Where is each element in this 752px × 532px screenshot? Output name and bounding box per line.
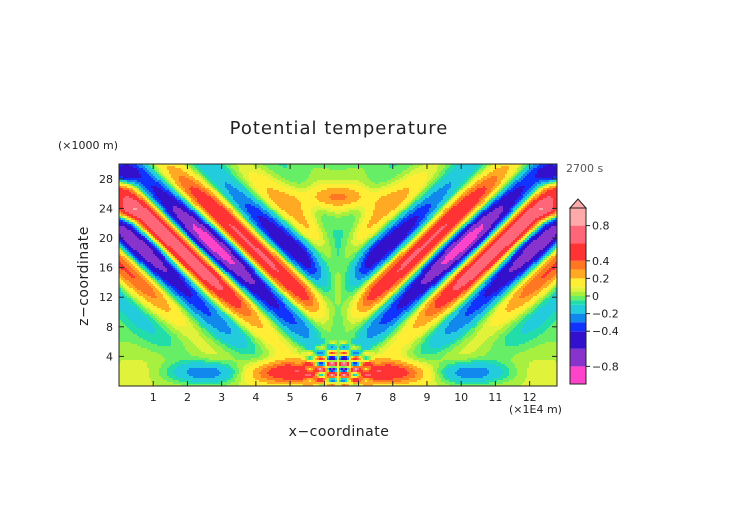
y-unit-label: (×1000 m) (58, 139, 118, 152)
heatmap-field (119, 164, 557, 386)
chart-title: Potential temperature (230, 118, 449, 139)
time-label: 2700 s (566, 162, 603, 175)
